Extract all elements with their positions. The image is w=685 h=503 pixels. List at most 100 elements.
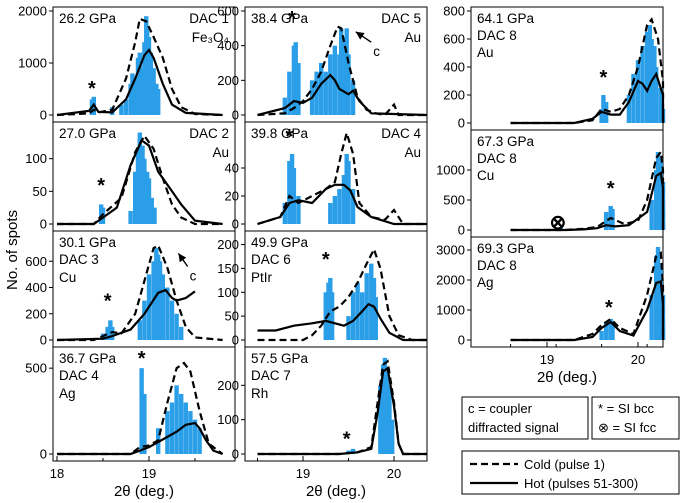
panel-6: 0 20 40 39.8 GPa DAC 4 Au * xyxy=(225,121,428,232)
spot-bar xyxy=(610,325,615,340)
cold-curve xyxy=(56,17,223,117)
y-tick-label: 0 xyxy=(232,447,239,462)
spot-bar xyxy=(296,63,301,115)
legend-cold-label: Cold (pulse 1) xyxy=(524,457,605,472)
y-tick-label: 0 xyxy=(40,447,47,462)
y-tick-label: 200 xyxy=(25,306,47,321)
spot-bar xyxy=(133,78,138,115)
spot-bar xyxy=(100,207,106,224)
x-tick-label: 19 xyxy=(540,352,554,367)
pressure-label: 26.2 GPa xyxy=(59,11,117,26)
panel-3: 0 200 400 600 30.1 GPa DAC 3 Cu * c xyxy=(25,230,236,348)
legend-lines: Cold (pulse 1) Hot (pulses 51-300) xyxy=(461,450,680,495)
legend-coupler-line1: c = coupler xyxy=(468,401,533,416)
material-label: Ag xyxy=(59,386,76,401)
spot-bar xyxy=(373,297,378,340)
panel-10: 0 500 1000 67.3 GPa DAC 8 Cu * ⊗ xyxy=(436,129,666,238)
spot-bar xyxy=(341,175,347,224)
spot-bar xyxy=(314,71,319,115)
y-tick-label: 1000 xyxy=(18,56,47,71)
y-tick-label: 500 xyxy=(25,361,47,376)
y-tick-label: 600 xyxy=(217,4,239,19)
material-label: Cu xyxy=(477,168,494,183)
panel-5: 0 200 400 600 38.4 GPa DAC 5 Au * c xyxy=(217,4,428,123)
spot-bar xyxy=(346,161,351,224)
panel-4: 0 500 36.7 GPa DAC 4 Ag * xyxy=(25,346,236,462)
material-label: Ag xyxy=(477,275,494,290)
y-tick-label: 0 xyxy=(40,108,47,123)
y-tick-label: 100 xyxy=(217,285,239,300)
spot-bar xyxy=(139,368,144,454)
spot-bar xyxy=(389,419,395,454)
hot-curve xyxy=(257,183,427,226)
si-bcc-marker: * xyxy=(138,348,146,370)
si-bcc-marker: * xyxy=(605,297,613,319)
spot-bar xyxy=(160,274,165,340)
spot-bar xyxy=(329,292,335,340)
spot-bar xyxy=(355,282,360,340)
y-tick-label: 2000 xyxy=(436,273,465,288)
pressure-label: 30.1 GPa xyxy=(59,235,117,250)
y-tick-label: 0 xyxy=(232,333,239,348)
spot-bar xyxy=(142,158,147,224)
spot-bar xyxy=(603,212,609,230)
material-label: Au xyxy=(404,30,421,45)
spot-bar xyxy=(123,99,129,115)
spot-bar xyxy=(323,292,328,340)
x-axis-2: 19 20 2θ (deg.) xyxy=(257,456,401,500)
spot-bar xyxy=(655,247,661,340)
spot-bar xyxy=(626,95,632,123)
y-tick-label: 200 xyxy=(217,73,239,88)
spot-bar xyxy=(197,428,202,454)
spot-bar xyxy=(156,89,161,115)
legend-coupler-line2: diffracted signal xyxy=(468,420,559,435)
spot-bar xyxy=(644,32,650,123)
y-tick-label: 40 xyxy=(225,161,239,176)
spot-bar xyxy=(169,300,175,340)
spot-bar xyxy=(137,320,142,340)
legend-coupler-symbols: c = coupler diffracted signal * = SI bcc… xyxy=(461,396,680,440)
x-axes: 18 19 2θ (deg.) 19 20 2θ (deg.) 19 20 2θ (deg.) xyxy=(50,342,648,500)
pressure-label: 57.5 GPa xyxy=(251,351,309,366)
dac-label: DAC 7 xyxy=(251,368,291,383)
cold-curve xyxy=(510,251,665,342)
cold-curve xyxy=(57,361,224,456)
material-label: PtIr xyxy=(251,270,273,285)
spot-bar xyxy=(157,261,163,340)
pressure-label: 38.4 GPa xyxy=(251,11,309,26)
si-bcc-marker: * xyxy=(88,78,96,100)
spot-bar xyxy=(142,393,147,454)
spot-bar xyxy=(346,54,351,115)
si-bcc-marker: * xyxy=(285,126,293,148)
panel-7: 0 50 100 150 200 49.9 GPa DAC 6 PtIr * xyxy=(217,230,428,348)
y-tick-label: 0 xyxy=(40,333,47,348)
spot-bar xyxy=(151,68,156,115)
y-tick-label: 100 xyxy=(217,412,239,427)
x-tick-label: 19 xyxy=(296,466,310,481)
dac-label: DAC 8 xyxy=(477,28,517,43)
spot-bar xyxy=(649,200,654,230)
si-bcc-marker: * xyxy=(288,8,296,30)
dac-label: DAC 1 xyxy=(189,11,229,26)
material-label: Au xyxy=(212,145,229,160)
spot-bar xyxy=(350,80,356,115)
pressure-label: 49.9 GPa xyxy=(251,235,309,250)
si-bcc-marker: * xyxy=(607,178,615,200)
material-label: Cu xyxy=(59,270,76,285)
spot-bar xyxy=(558,227,563,230)
coupler-label: c xyxy=(373,44,380,59)
spot-bar xyxy=(146,178,152,224)
y-tick-label: 400 xyxy=(217,38,239,53)
hot-curve xyxy=(257,73,428,117)
y-tick-label: 50 xyxy=(225,309,239,324)
x-axis-label: 2θ (deg.) xyxy=(306,483,366,500)
y-tick-label: 500 xyxy=(443,193,465,208)
x-tick-label: 19 xyxy=(142,466,156,481)
x-axis-label: 2θ (deg.) xyxy=(537,369,597,386)
x-tick-label: 18 xyxy=(50,466,64,481)
cold-curve xyxy=(57,243,223,342)
pressure-label: 67.3 GPa xyxy=(477,134,535,149)
